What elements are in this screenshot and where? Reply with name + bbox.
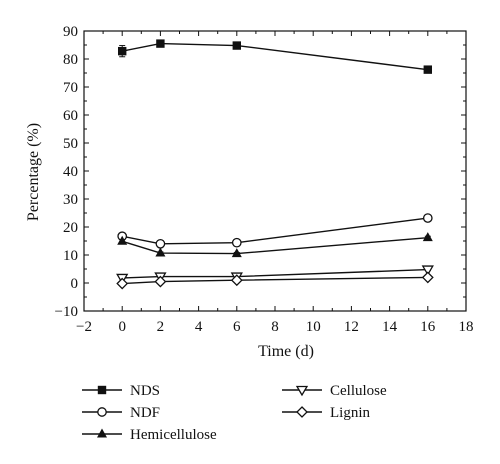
legend-item-nds: NDS [82, 383, 160, 399]
y-tick-label: −10 [55, 304, 78, 320]
data-point-cellulose [421, 265, 434, 276]
legend-marker [296, 406, 308, 418]
y-tick-label: 80 [63, 52, 78, 68]
data-point-hemicellulose [155, 247, 166, 257]
series-line-cellulose [122, 268, 428, 279]
data-point-nds [118, 46, 127, 56]
x-tick-label: −2 [76, 319, 92, 335]
series-nds [118, 39, 432, 74]
data-point-nds [423, 65, 432, 74]
x-axis-label: Time (d) [258, 343, 314, 360]
y-tick-label: 40 [63, 164, 78, 180]
data-point-nds [156, 39, 165, 48]
legend-marker [97, 428, 107, 438]
legend-marker [97, 385, 107, 395]
x-tick-label: 2 [157, 319, 165, 335]
data-point-lignin [230, 274, 243, 287]
x-tick-label: 14 [382, 319, 398, 335]
legend-marker [97, 407, 107, 417]
series-hemicellulose [117, 232, 433, 258]
x-tick-label: 10 [306, 319, 321, 335]
legend-item-ndf: NDF [82, 405, 160, 421]
series-ndf [117, 213, 433, 249]
data-point-hemicellulose [422, 232, 433, 242]
data-point-ndf [231, 237, 242, 248]
data-point-lignin [116, 277, 129, 290]
data-point-hemicellulose [231, 248, 242, 258]
y-tick-label: 0 [71, 276, 79, 292]
legend-item-hemicellulose: Hemicellulose [82, 427, 217, 443]
data-point-hemicellulose [117, 235, 128, 245]
y-tick-label: 10 [63, 248, 78, 264]
series-line-lignin [122, 276, 428, 285]
legend-label: NDS [130, 383, 160, 399]
y-tick-label: 30 [63, 192, 78, 208]
x-tick-label: 6 [233, 319, 241, 335]
legend-label: Hemicellulose [130, 427, 217, 443]
y-tick-label: 70 [63, 80, 78, 96]
axes: −2 0 2 4 6 8 10 12 14 16 18 −10 0 10 20 30 40 50 60 70 80 90 [55, 24, 474, 335]
legend: NDS NDF Hemicellulose Cellulose Lignin [82, 383, 387, 443]
series-lignin [116, 271, 434, 290]
data-point-nds [232, 41, 241, 50]
y-tick-label: 90 [63, 24, 78, 40]
legend-marker [295, 385, 309, 397]
series-line-hemicellulose [121, 236, 428, 255]
series-layer [116, 39, 434, 290]
y-tick-label: 20 [63, 220, 78, 236]
data-point-lignin [154, 275, 167, 288]
data-point-ndf [155, 238, 166, 249]
y-tick-label: 60 [63, 108, 78, 124]
x-tick-label: 18 [459, 319, 474, 335]
x-tick-label: 0 [118, 319, 126, 335]
y-axis-label: Percentage (%) [25, 123, 42, 221]
legend-label: Lignin [330, 405, 370, 421]
legend-item-cellulose: Cellulose [282, 383, 387, 399]
series-line-nds [122, 42, 428, 71]
data-point-lignin [421, 271, 434, 284]
legend-label: NDF [130, 405, 160, 421]
x-tick-label: 8 [271, 319, 279, 335]
y-tick-label: 50 [63, 136, 78, 152]
x-tick-label: 4 [195, 319, 203, 335]
x-tick-label: 12 [344, 319, 359, 335]
series-line-ndf [122, 217, 428, 245]
x-tick-label: 16 [420, 319, 436, 335]
legend-item-lignin: Lignin [282, 405, 370, 421]
plot-frame [83, 30, 467, 312]
legend-label: Cellulose [330, 383, 387, 399]
data-point-ndf [422, 213, 433, 223]
